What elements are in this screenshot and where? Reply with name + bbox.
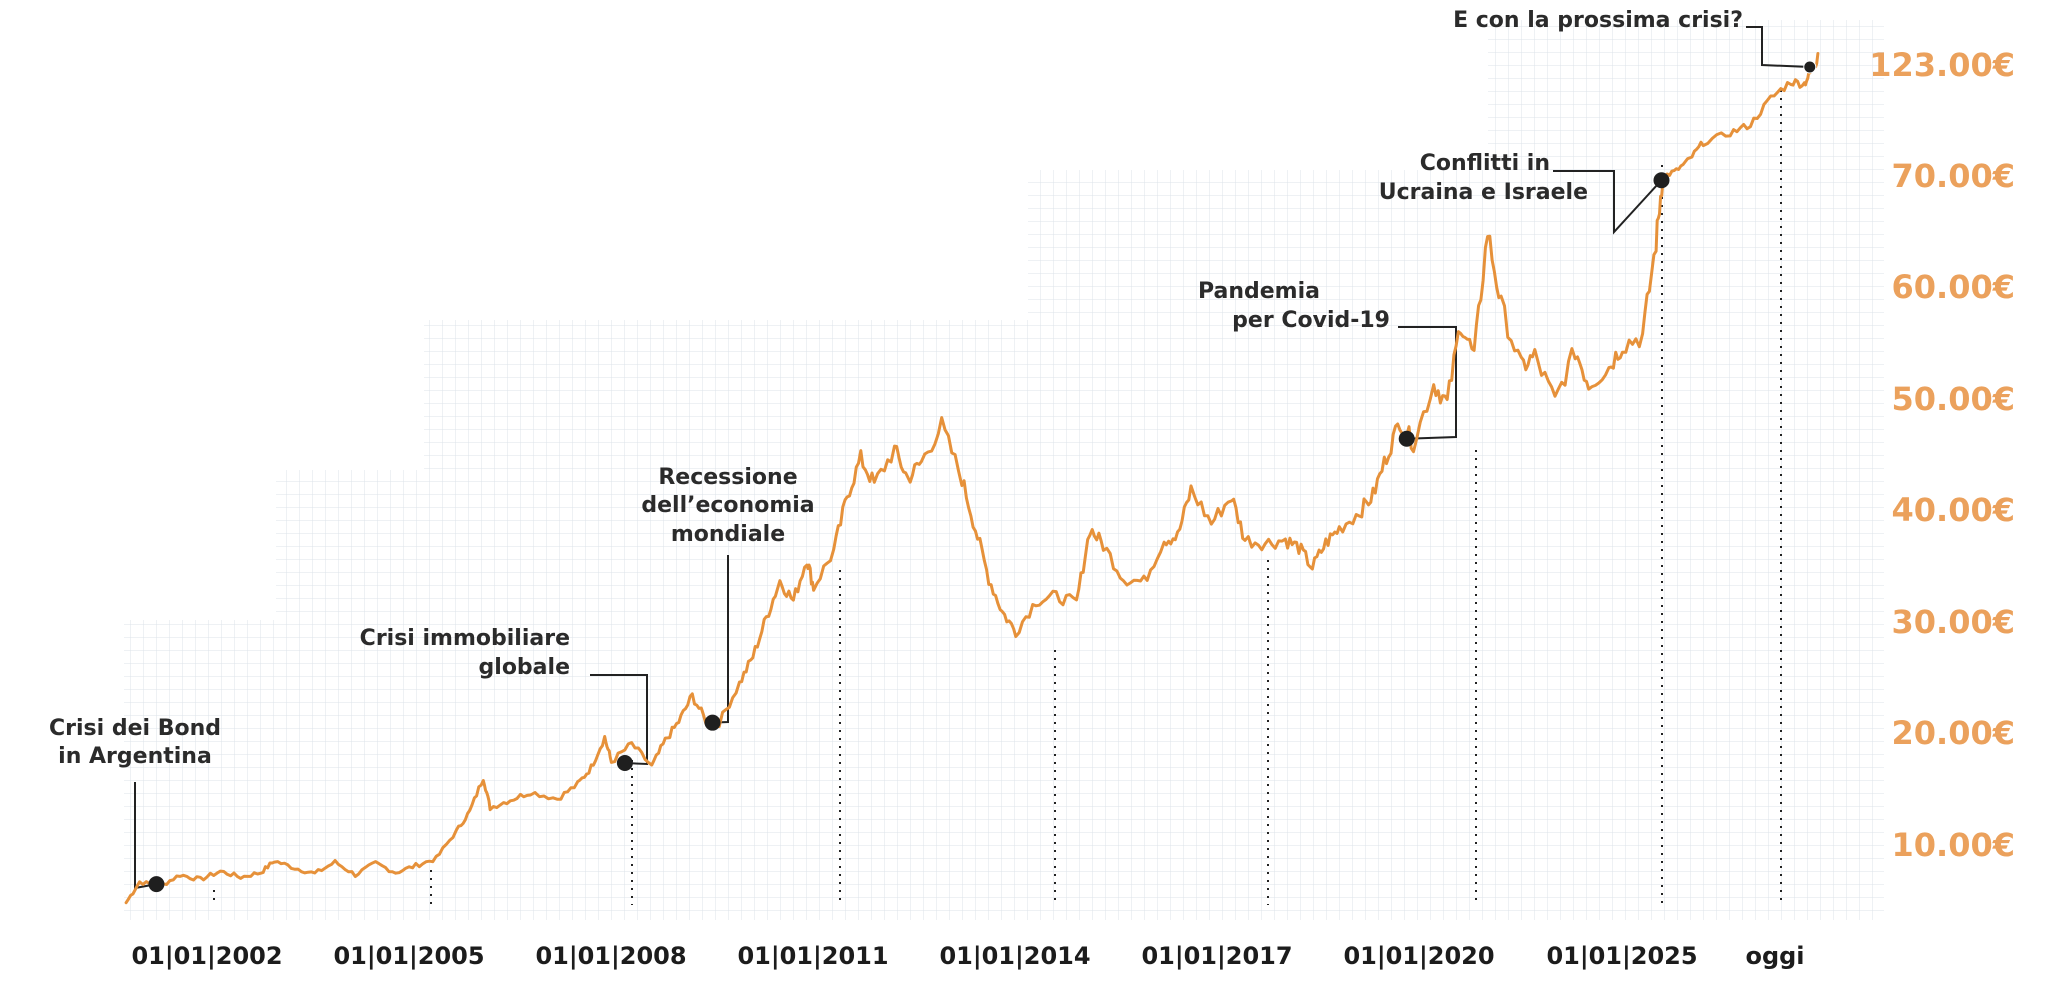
x-tick-label: 01|01|2020 [1343, 942, 1494, 970]
annotation-label: mondiale [671, 522, 785, 547]
x-tick-label: 01|01|2011 [737, 942, 888, 970]
y-tick-label: 60.00€ [1892, 268, 2015, 306]
x-tick-label: 01|01|2014 [939, 942, 1090, 970]
x-tick-label: 01|01|2017 [1141, 942, 1292, 970]
dotted-guides [213, 90, 1782, 905]
event-marker [704, 714, 721, 731]
event-marker [148, 876, 165, 893]
event-marker [1653, 172, 1670, 189]
x-tick-label: 01|01|2005 [333, 942, 484, 970]
annotation-label: E con la prossima crisi? [1453, 8, 1743, 33]
y-tick-label: 50.00€ [1892, 380, 2015, 418]
y-axis: 123.00€ 70.00€ 60.00€ 50.00€ 40.00€ 30.0… [1869, 46, 2015, 864]
x-axis: 01|01|2002 01|01|2005 01|01|2008 01|01|2… [131, 942, 1804, 970]
annotation-leader [1746, 26, 1810, 68]
x-tick-label: oggi [1745, 942, 1804, 970]
annotation-label: Conflitti in [1420, 151, 1550, 176]
annotation-leader [590, 674, 648, 766]
annotation-label: Crisi dei Bond [49, 716, 221, 741]
event-markers [148, 60, 1817, 893]
x-tick-label: 01|01|2025 [1546, 942, 1697, 970]
grid-background [124, 20, 1884, 920]
annotation-leader [1553, 170, 1663, 235]
y-tick-label: 10.00€ [1892, 826, 2015, 864]
x-tick-label: 01|01|2002 [131, 942, 282, 970]
annotation-leader [1398, 326, 1457, 440]
annotation-label: Recessione [658, 465, 797, 490]
annotation-label: per Covid-19 [1232, 308, 1390, 333]
annotation-label: dell’economia [641, 493, 814, 518]
annotation-label: globale [479, 655, 570, 680]
x-tick-label: 01|01|2008 [535, 942, 686, 970]
y-tick-label: 70.00€ [1892, 157, 2015, 195]
annotation-label: Crisi immobiliare [360, 626, 570, 651]
annotation-label: in Argentina [58, 744, 212, 769]
annotation-label: Ucraina e Israele [1379, 180, 1588, 205]
event-marker [1803, 60, 1817, 74]
annotation-label: Pandemia [1198, 279, 1320, 304]
price-line [124, 52, 1820, 905]
y-tick-label: 123.00€ [1869, 46, 2015, 84]
annotation-leaders [134, 26, 1810, 890]
event-marker [1398, 430, 1415, 447]
y-tick-label: 20.00€ [1892, 714, 2015, 752]
event-marker [616, 755, 633, 771]
y-tick-label: 30.00€ [1892, 603, 2015, 641]
y-tick-label: 40.00€ [1892, 491, 2015, 529]
annotation-labels: Crisi dei Bond in Argentina Crisi immobili… [49, 8, 1743, 769]
